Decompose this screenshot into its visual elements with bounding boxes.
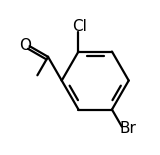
Text: O: O [19, 38, 31, 53]
Text: Cl: Cl [72, 19, 87, 34]
Text: Br: Br [120, 122, 137, 136]
